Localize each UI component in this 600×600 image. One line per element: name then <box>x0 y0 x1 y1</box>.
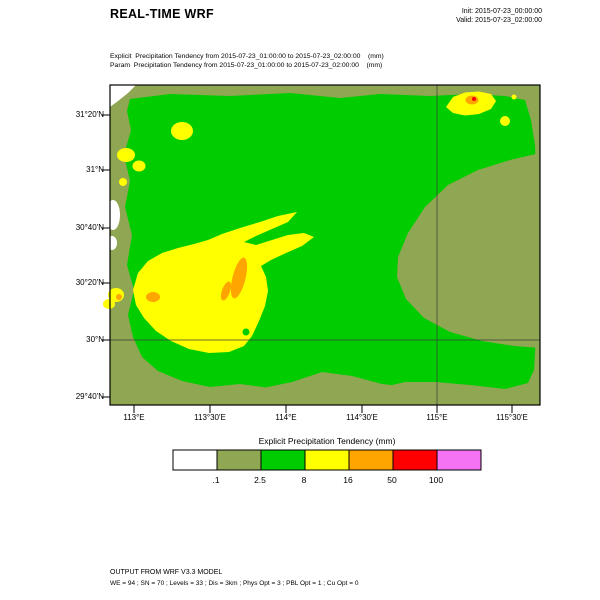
y-axis-ticks <box>102 114 110 398</box>
x-tick-label: 114°30'E <box>346 413 378 422</box>
legend-cell-red <box>392 449 438 471</box>
legend-label: .1 <box>212 475 220 485</box>
fill-yellow-west-2 <box>103 299 115 309</box>
fill-white-west-edge-small <box>107 236 117 250</box>
y-tick-label: 31°N <box>86 165 104 174</box>
legend-label: 50 <box>387 475 397 485</box>
legend-label: 100 <box>428 475 444 485</box>
fill-yellow-ne-small <box>500 116 510 126</box>
legend-colorbar <box>172 449 482 471</box>
fill-white-west-edge <box>106 200 120 230</box>
fill-orange-ne <box>465 95 479 105</box>
legend-title: Explicit Precipitation Tendency (mm) <box>258 436 396 446</box>
subtitle-param: Param Precipitation Tendency from 2015-0… <box>110 62 383 69</box>
fill-yellow-central <box>133 212 314 353</box>
legend-cell-yellow <box>304 449 350 471</box>
legend-label: 8 <box>301 475 307 485</box>
fill-green-speck <box>242 328 250 336</box>
y-tick-label: 31°20'N <box>75 110 104 119</box>
fill-yellow-nw-3 <box>119 178 127 186</box>
fill-olive-south-strip <box>110 353 540 405</box>
x-tick-label: 114°E <box>275 413 297 422</box>
footer-config: WE = 94 ; SN = 70 ; Levels = 33 ; Dis = … <box>110 580 359 587</box>
fill-red-ne <box>472 97 476 101</box>
fill-orange-streak-2 <box>220 281 232 301</box>
fill-olive-east-lobe <box>397 153 540 348</box>
x-tick-label: 115°E <box>426 413 448 422</box>
valid-time: Valid: 2015-07-23_02:00:00 <box>456 17 542 24</box>
x-axis-ticks <box>133 405 513 413</box>
legend-label: 16 <box>343 475 353 485</box>
fill-yellow-nw-2 <box>132 160 146 172</box>
y-tick-label: 30°20'N <box>75 278 104 287</box>
legend-cell-white <box>172 449 218 471</box>
y-tick-label: 29°40'N <box>75 392 104 401</box>
plot-frame <box>109 84 541 406</box>
legend-cell-olive <box>216 449 262 471</box>
fill-white-nw-corner <box>110 85 136 107</box>
fill-yellow-nw-1 <box>117 148 135 162</box>
legend-label: 2.5 <box>254 475 266 485</box>
x-tick-label: 115°30'E <box>496 413 528 422</box>
fill-yellow-ne-tiny <box>511 94 517 100</box>
fill-orange-spot-3 <box>146 292 160 302</box>
x-tick-label: 113°30'E <box>194 413 226 422</box>
fill-yellow-north <box>171 122 193 140</box>
footer-model: OUTPUT FROM WRF V3.3 MODEL <box>110 569 223 576</box>
init-time: Init: 2015-07-23_00:00:00 <box>461 8 542 15</box>
y-tick-label: 30°N <box>86 335 104 344</box>
y-tick-label: 30°40'N <box>75 223 104 232</box>
page-title: REAL-TIME WRF <box>110 7 214 21</box>
x-tick-label: 113°E <box>123 413 145 422</box>
legend-cell-green <box>260 449 306 471</box>
subtitle-explicit: Explicit Precipitation Tendency from 201… <box>110 53 384 60</box>
fill-orange-west <box>116 294 122 300</box>
legend-cell-magenta <box>436 449 482 471</box>
fill-orange-streak-1 <box>230 257 248 299</box>
precip-contour-map <box>102 84 541 413</box>
legend-cell-orange <box>348 449 394 471</box>
